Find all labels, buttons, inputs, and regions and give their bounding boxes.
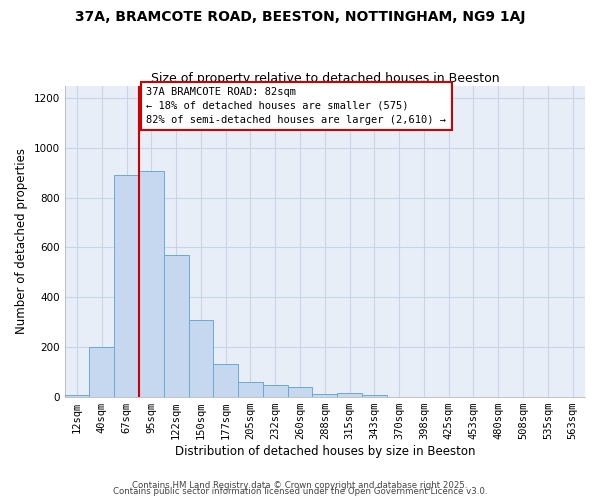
Bar — [263, 384, 287, 396]
Text: Contains HM Land Registry data © Crown copyright and database right 2025.: Contains HM Land Registry data © Crown c… — [132, 481, 468, 490]
Bar — [164, 255, 188, 396]
Bar — [139, 172, 164, 396]
Y-axis label: Number of detached properties: Number of detached properties — [15, 148, 28, 334]
Title: Size of property relative to detached houses in Beeston: Size of property relative to detached ho… — [151, 72, 499, 85]
X-axis label: Distribution of detached houses by size in Beeston: Distribution of detached houses by size … — [175, 444, 475, 458]
Bar — [188, 320, 214, 396]
Bar — [287, 386, 313, 396]
Bar — [238, 382, 263, 396]
Text: Contains public sector information licensed under the Open Government Licence v3: Contains public sector information licen… — [113, 487, 487, 496]
Bar — [214, 364, 238, 396]
Bar — [114, 175, 139, 396]
Text: 37A, BRAMCOTE ROAD, BEESTON, NOTTINGHAM, NG9 1AJ: 37A, BRAMCOTE ROAD, BEESTON, NOTTINGHAM,… — [75, 10, 525, 24]
Bar — [89, 347, 114, 397]
Bar — [313, 394, 337, 396]
Text: 37A BRAMCOTE ROAD: 82sqm
← 18% of detached houses are smaller (575)
82% of semi-: 37A BRAMCOTE ROAD: 82sqm ← 18% of detach… — [146, 87, 446, 125]
Bar — [337, 393, 362, 396]
